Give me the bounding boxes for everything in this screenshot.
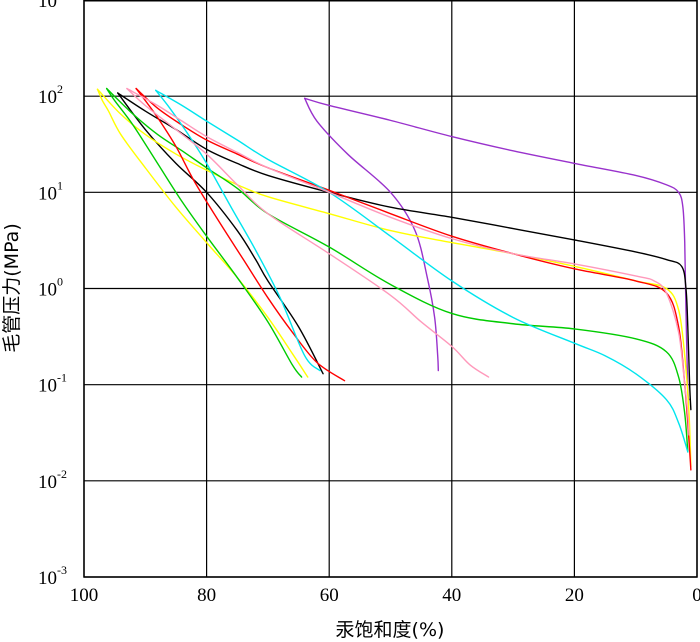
- y-tick-label: 10 -3: [38, 563, 67, 589]
- series-line-0: [303, 97, 440, 372]
- y-tick-exponent: -1: [57, 371, 67, 385]
- y-tick-label: 10 2: [38, 82, 63, 108]
- x-tick-label: 40: [442, 585, 461, 606]
- y-tick-label: 10 -2: [38, 467, 67, 493]
- y-axis-title: 毛管压力(MPa): [1, 223, 23, 352]
- y-tick-exponent: 2: [57, 82, 63, 96]
- y-tick-exponent: -3: [57, 563, 67, 577]
- plot-border: [83, 0, 698, 578]
- x-axis-title: 汞饱和度(%): [336, 619, 445, 641]
- series-line-4: [96, 88, 309, 378]
- series-line-1: [303, 97, 690, 401]
- y-tick-base: 10: [38, 376, 57, 397]
- y-axis-tick-labels: 10310210110010-110-210-3: [38, 0, 67, 589]
- chart-series-layer: [96, 87, 692, 471]
- x-tick-label: 0: [692, 585, 700, 606]
- y-tick-label: 10 1: [38, 178, 63, 204]
- y-tick-label: 10 0: [38, 275, 63, 301]
- series-line-6: [105, 87, 303, 378]
- y-tick-base: 10: [38, 183, 57, 204]
- x-tick-label: 20: [565, 585, 584, 606]
- x-tick-label: 100: [70, 585, 99, 606]
- y-tick-exponent: 1: [57, 178, 63, 192]
- y-tick-exponent: 0: [57, 275, 63, 289]
- y-tick-base: 10: [38, 280, 57, 301]
- series-line-12: [126, 87, 490, 378]
- plot-frame: [83, 0, 698, 578]
- y-tick-base: 10: [38, 0, 57, 12]
- x-axis-tick-labels: 100 80 60 40 20 0: [70, 585, 700, 606]
- y-tick-base: 10: [38, 472, 57, 493]
- series-line-11: [155, 89, 689, 453]
- series-line-10: [155, 89, 321, 372]
- y-tick-exponent: -2: [57, 467, 67, 481]
- series-line-5: [96, 88, 692, 468]
- y-tick-base: 10: [38, 87, 57, 108]
- y-tick-base: 10: [38, 568, 57, 589]
- y-tick-label: 10 -1: [38, 371, 67, 397]
- y-tick-label: 103: [38, 0, 57, 12]
- series-line-13: [126, 87, 690, 436]
- chart-grid: [83, 0, 698, 578]
- series-line-9: [135, 87, 692, 471]
- series-line-3: [117, 92, 692, 411]
- x-tick-label: 60: [320, 585, 339, 606]
- x-tick-label: 80: [197, 585, 216, 606]
